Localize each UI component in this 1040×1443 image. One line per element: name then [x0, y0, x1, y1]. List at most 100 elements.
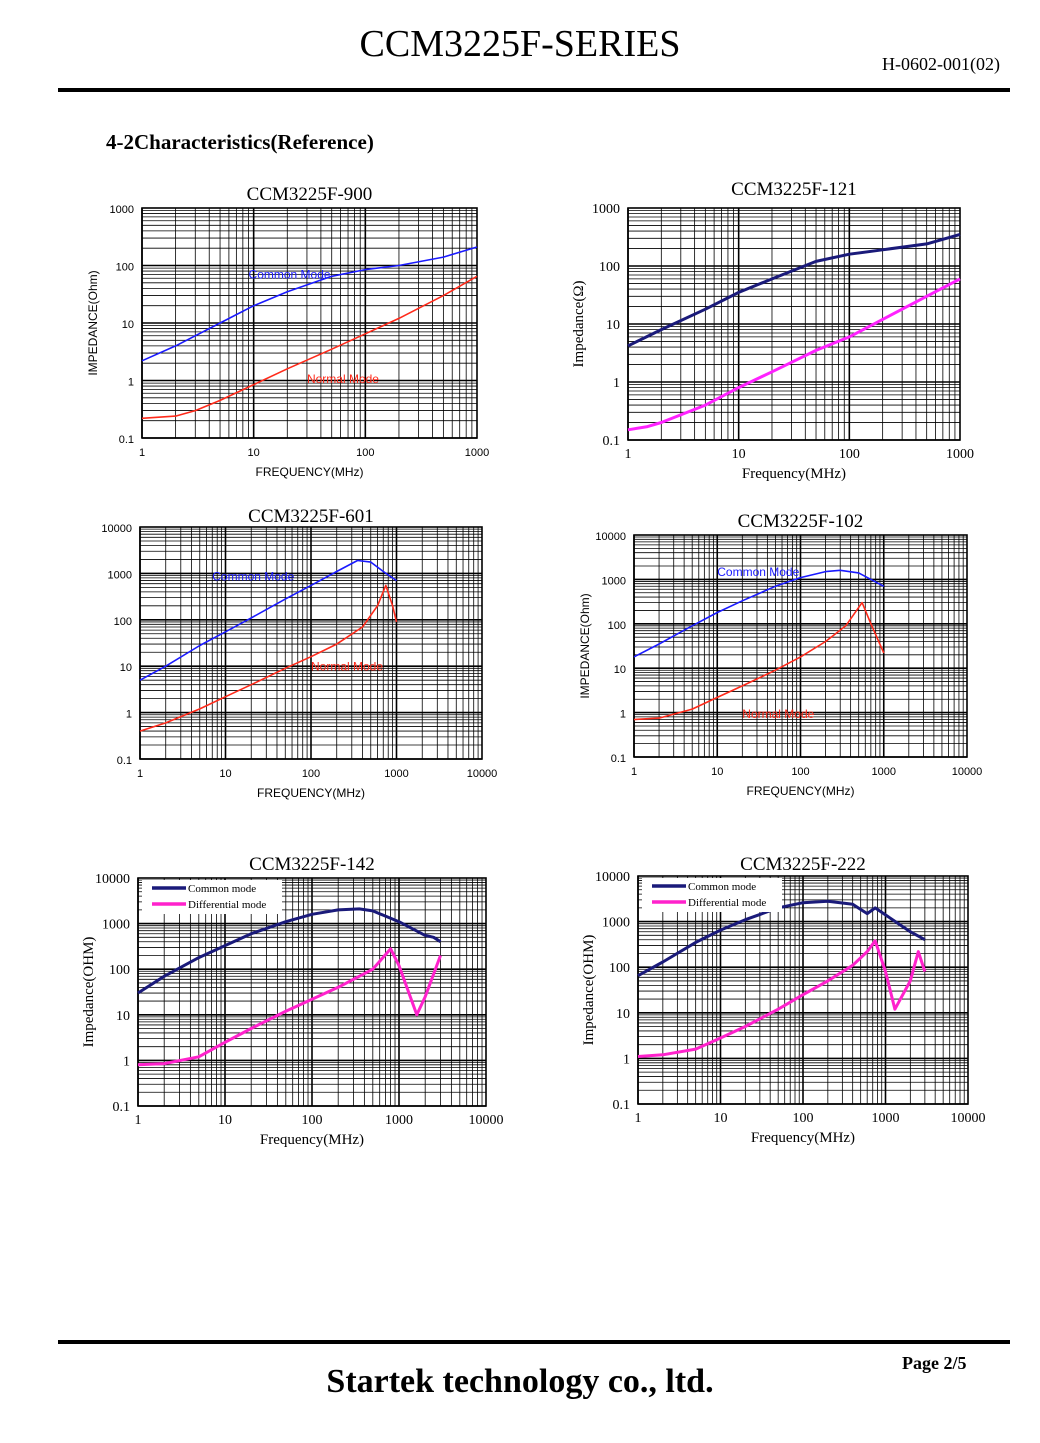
- x-tick-label: 1000: [465, 447, 489, 459]
- series-line-2: [633, 601, 885, 721]
- series-label: Normal Mode: [742, 707, 814, 721]
- y-tick-label: 0.1: [613, 1098, 631, 1113]
- series-line-2: [137, 947, 442, 1067]
- chart-title: CCM3225F-900: [247, 184, 373, 205]
- y-axis-label: Impedance(Ω): [571, 281, 587, 368]
- x-tick-label: 100: [791, 766, 809, 778]
- x-tick-label: 10000: [952, 766, 983, 778]
- chart-title: CCM3225F-142: [249, 854, 375, 875]
- company-name: Startek technology co., ltd.: [326, 1363, 714, 1400]
- x-tick-label: 1: [135, 1113, 142, 1128]
- legend-label: Differential mode: [688, 897, 766, 909]
- series-label: Normal Mode: [311, 660, 383, 674]
- legend-box: [142, 880, 282, 914]
- y-tick-label: 10: [120, 662, 132, 674]
- series-line-1: [141, 246, 478, 362]
- x-tick-label: 1000: [385, 1113, 413, 1128]
- x-tick-label: 1000: [384, 768, 408, 780]
- y-tick-label: 1000: [108, 569, 132, 581]
- y-tick-label: 100: [114, 616, 132, 628]
- legend-label: Differential mode: [188, 899, 266, 911]
- x-tick-label: 10: [248, 447, 260, 459]
- x-axis-label: Frequency(MHz): [751, 1130, 855, 1146]
- x-axis-label: Frequency(MHz): [742, 466, 846, 482]
- chart-title: CCM3225F-222: [740, 854, 866, 875]
- x-tick-label: 10000: [469, 1113, 504, 1128]
- footer-rule: [58, 1340, 1010, 1344]
- plot-frame: [141, 207, 478, 439]
- y-axis-label: Impedance(OHM): [581, 935, 597, 1046]
- x-tick-label: 10000: [951, 1111, 986, 1126]
- grid: [627, 208, 960, 441]
- x-axis-label: FREQUENCY(MHz): [256, 465, 364, 479]
- grid: [137, 878, 486, 1107]
- y-axis-label: IMPEDANCE(Ohm): [578, 593, 592, 698]
- legend-label: Common mode: [188, 883, 256, 895]
- y-tick-label: 10: [606, 318, 620, 333]
- series-line-1: [137, 907, 442, 995]
- chart-ccm3225f-102: CCM3225F-102 1 10 100 1000 10000 0.1 1 10 100 1000…: [578, 511, 983, 798]
- x-tick-label: 100: [793, 1111, 814, 1126]
- legend-label: Common mode: [688, 881, 756, 893]
- y-tick-label: 1: [613, 376, 620, 391]
- chart-title: CCM3225F-102: [738, 511, 864, 532]
- series-line-1: [627, 232, 961, 348]
- series-line-1: [139, 559, 397, 681]
- y-tick-label: 10: [122, 319, 134, 331]
- x-tick-label: 10: [732, 447, 746, 462]
- plot-frame: [637, 875, 969, 1105]
- series-label: Common Mode: [717, 565, 799, 579]
- x-tick-label: 10: [711, 766, 723, 778]
- y-tick-label: 100: [608, 620, 626, 632]
- y-axis-label: Impedance(OHM): [81, 937, 97, 1048]
- x-tick-label: 100: [356, 447, 374, 459]
- series-line-1: [633, 569, 885, 658]
- x-axis-label: FREQUENCY(MHz): [257, 786, 365, 800]
- y-tick-label: 10: [616, 1007, 630, 1022]
- chart-title: CCM3225F-601: [248, 506, 374, 527]
- grid: [141, 208, 477, 439]
- x-tick-label: 1: [625, 447, 632, 462]
- y-tick-label: 1000: [592, 202, 620, 217]
- x-tick-label: 1000: [872, 1111, 900, 1126]
- grid: [139, 527, 482, 760]
- series-label: Common Mode: [249, 267, 331, 281]
- plot-frame: [633, 534, 968, 758]
- y-tick-label: 1000: [602, 575, 626, 587]
- y-tick-label: 1: [123, 1054, 130, 1069]
- y-tick-label: 100: [109, 963, 130, 978]
- chart-ccm3225f-222: CCM3225F-222 1 10 100 1000 10000 0.1 1 10 100 1000…: [581, 854, 986, 1146]
- y-tick-label: 1000: [602, 916, 630, 931]
- chart-ccm3225f-900: CCM3225F-900 1 10 100 1000 0.1 1 10 100 1000 FREQU…: [86, 184, 489, 479]
- header-rule: [58, 88, 1010, 92]
- y-tick-label: 100: [599, 260, 620, 275]
- y-tick-label: 1: [126, 709, 132, 721]
- y-tick-label: 1: [128, 377, 134, 389]
- series-line-2: [627, 277, 961, 432]
- x-tick-label: 1000: [872, 766, 896, 778]
- x-tick-label: 10: [714, 1111, 728, 1126]
- x-tick-label: 1: [635, 1111, 642, 1126]
- x-axis-label: Frequency(MHz): [260, 1132, 364, 1148]
- x-tick-label: 10: [219, 768, 231, 780]
- y-tick-label: 10000: [595, 870, 630, 885]
- x-tick-label: 100: [302, 1113, 323, 1128]
- y-tick-label: 0.1: [603, 434, 621, 449]
- series-line-2: [637, 939, 927, 1058]
- y-tick-label: 0.1: [119, 434, 134, 446]
- legend: Common mode Differential mode: [142, 880, 282, 914]
- series-line-2: [139, 584, 398, 732]
- document-code: H-0602-001(02): [882, 54, 1000, 74]
- y-tick-label: 0.1: [113, 1100, 131, 1115]
- plot-frame: [627, 207, 961, 441]
- y-tick-label: 100: [116, 262, 134, 274]
- document-title: CCM3225F-SERIES: [359, 23, 681, 65]
- y-tick-label: 10000: [101, 523, 132, 535]
- x-tick-label: 1: [139, 447, 145, 459]
- y-tick-label: 1: [623, 1052, 630, 1067]
- y-tick-label: 1000: [110, 204, 134, 216]
- x-tick-label: 10000: [467, 768, 498, 780]
- x-axis-label: FREQUENCY(MHz): [747, 784, 855, 798]
- y-tick-label: 1: [620, 709, 626, 721]
- x-tick-label: 10: [218, 1113, 232, 1128]
